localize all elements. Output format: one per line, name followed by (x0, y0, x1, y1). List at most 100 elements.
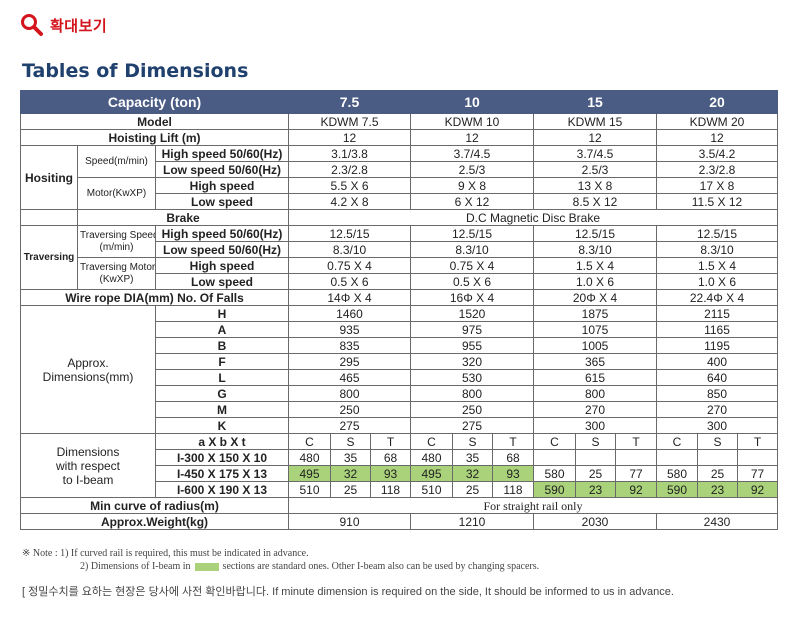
value-cell: 935 (288, 321, 411, 338)
traversing-speed-label: Traversing Speed (m/min) (77, 225, 156, 258)
value-cell: 0.5 X 6 (410, 273, 534, 290)
ibeam-cell-standard: 93 (492, 465, 534, 482)
value-cell: 6 X 12 (410, 193, 534, 210)
zoom-label: 확대보기 (50, 17, 108, 35)
ibeam-row: I-450 X 175 X 13 495 32 93 495 32 93 580 25 77… (21, 465, 778, 482)
value-cell: 0.75 X 4 (410, 257, 534, 274)
ibeam-cell-standard: 93 (370, 465, 411, 482)
value-cell: 2.5/3 (410, 161, 534, 178)
value-cell: 12.5/15 (410, 225, 534, 242)
value-cell: 250 (288, 401, 411, 418)
ibeam-cell: 68 (492, 449, 534, 466)
traversing-row: Traversing Traversing Speed (m/min) High … (20, 225, 778, 290)
ibeam-cell: 25 (697, 465, 738, 482)
capacity-cell: 15 (533, 90, 657, 114)
ibeam-row: I-300 X 150 X 10 480 35 68 480 35 68 (21, 449, 778, 466)
hoisting-row: Hositing Speed(m/min) High speed 50/60(H… (20, 145, 778, 210)
approx-label-line1: Approx. (67, 355, 109, 370)
traversing-group-label: Traversing (20, 225, 78, 290)
value-cell: 8.3/10 (656, 241, 778, 258)
ibeam-cell: 510 (410, 481, 453, 498)
ibeam-cell-standard: 590 (533, 481, 576, 498)
value-cell: 320 (410, 353, 534, 370)
value-cell: 8.3/10 (533, 241, 657, 258)
value-cell: 365 (533, 353, 657, 370)
value-cell: 1.5 X 4 (533, 257, 657, 274)
value-cell: 8.3/10 (288, 241, 411, 258)
value-cell: 1075 (533, 321, 657, 338)
ibeam-cell: 118 (370, 481, 411, 498)
value-cell: 530 (410, 369, 534, 386)
value-cell: 3.7/4.5 (410, 145, 534, 162)
ibeam-header-row: Dimensions with respect to I-beam a X b X … (20, 433, 778, 498)
ibeam-group-label: Dimensions with respect to I-beam (20, 433, 156, 498)
cst-header: S (575, 433, 616, 450)
ibeam-cell: 480 (288, 449, 331, 466)
value-cell: 22.4Φ X 4 (656, 289, 778, 306)
row-label: I-300 X 150 X 10 (155, 449, 289, 466)
row-label: High speed 50/60(Hz) (155, 225, 289, 242)
value-cell: 275 (410, 417, 534, 434)
cst-header: S (330, 433, 371, 450)
value-cell: 12.5/15 (288, 225, 411, 242)
row-label: M (155, 401, 289, 418)
value-cell: 3.1/3.8 (288, 145, 411, 162)
row-label: B (155, 337, 289, 354)
hoisting-row: Motor(KwXP) High speed 5.5 X 6 9 X 8 13 … (21, 177, 778, 210)
traversing-motor-label-line1: Traversing Motor (80, 261, 156, 273)
value-cell: 615 (533, 369, 657, 386)
row-label: Low speed (155, 193, 289, 210)
footer-note: [ 정밀수치를 요하는 현장은 당사에 사전 확인바랍니다. If minute… (22, 586, 674, 598)
value-cell: 295 (288, 353, 411, 370)
value-cell: 16Φ X 4 (410, 289, 534, 306)
value-cell: 2.3/2.8 (656, 161, 778, 178)
ibeam-cell: 580 (656, 465, 698, 482)
value-cell: 275 (288, 417, 411, 434)
value-cell: 300 (533, 417, 657, 434)
ibeam-label-line1: Dimensions (56, 444, 120, 459)
approx-row: F 295 320 365 400 (21, 353, 778, 370)
traversing-speed-label-line1: Traversing Speed (80, 229, 156, 241)
ibeam-cell-standard: 32 (452, 465, 493, 482)
value-cell: 1005 (533, 337, 657, 354)
hoisting-group-label: Hositing (20, 145, 78, 210)
ibeam-cell: 25 (452, 481, 493, 498)
row-label: L (155, 369, 289, 386)
ibeam-cell (575, 449, 616, 466)
traversing-row: Traversing Motor (KwXP) High speed 0.75 X… (21, 257, 778, 290)
ibeam-cell: 35 (330, 449, 371, 466)
value-cell: 1460 (288, 305, 411, 322)
value-cell: 1.0 X 6 (656, 273, 778, 290)
row-label: Low speed 50/60(Hz) (155, 161, 289, 178)
note-line-2-end: sections are standard ones. Other I-beam… (222, 561, 540, 572)
ibeam-cell (533, 449, 576, 466)
weight-label: Approx.Weight(kg) (20, 513, 289, 530)
magnifier-icon (21, 14, 43, 36)
zoom-button[interactable]: 확대보기 (20, 12, 107, 38)
value-cell: 20Φ X 4 (533, 289, 657, 306)
value-cell: 1210 (410, 513, 534, 530)
ibeam-cell: 510 (288, 481, 331, 498)
cst-header: T (370, 433, 411, 450)
value-cell: 1165 (656, 321, 778, 338)
model-cell: KDWM 15 (533, 113, 657, 130)
model-cell: KDWM 7.5 (288, 113, 411, 130)
note-line-2: 2) Dimensions of I-beam in sections are … (22, 560, 539, 573)
value-cell: 800 (533, 385, 657, 402)
value-cell: 2.5/3 (533, 161, 657, 178)
value-cell: 12.5/15 (656, 225, 778, 242)
row-label: H (155, 305, 289, 322)
value-cell: 1520 (410, 305, 534, 322)
value-cell: 2.3/2.8 (288, 161, 411, 178)
approx-row: B 835 955 1005 1195 (21, 337, 778, 354)
value-cell: 400 (656, 353, 778, 370)
min-curve-value: For straight rail only (288, 497, 778, 514)
model-row: Model KDWM 7.5 KDWM 10 KDWM 15 KDWM 20 (20, 113, 778, 130)
value-cell: 3.7/4.5 (533, 145, 657, 162)
traversing-motor-label-line2: (KwXP) (99, 273, 134, 285)
ibeam-cell: 68 (370, 449, 411, 466)
min-curve-label: Min curve of radius(m) (20, 497, 289, 514)
value-cell: 850 (656, 385, 778, 402)
cst-header: C (288, 433, 331, 450)
value-cell: 640 (656, 369, 778, 386)
